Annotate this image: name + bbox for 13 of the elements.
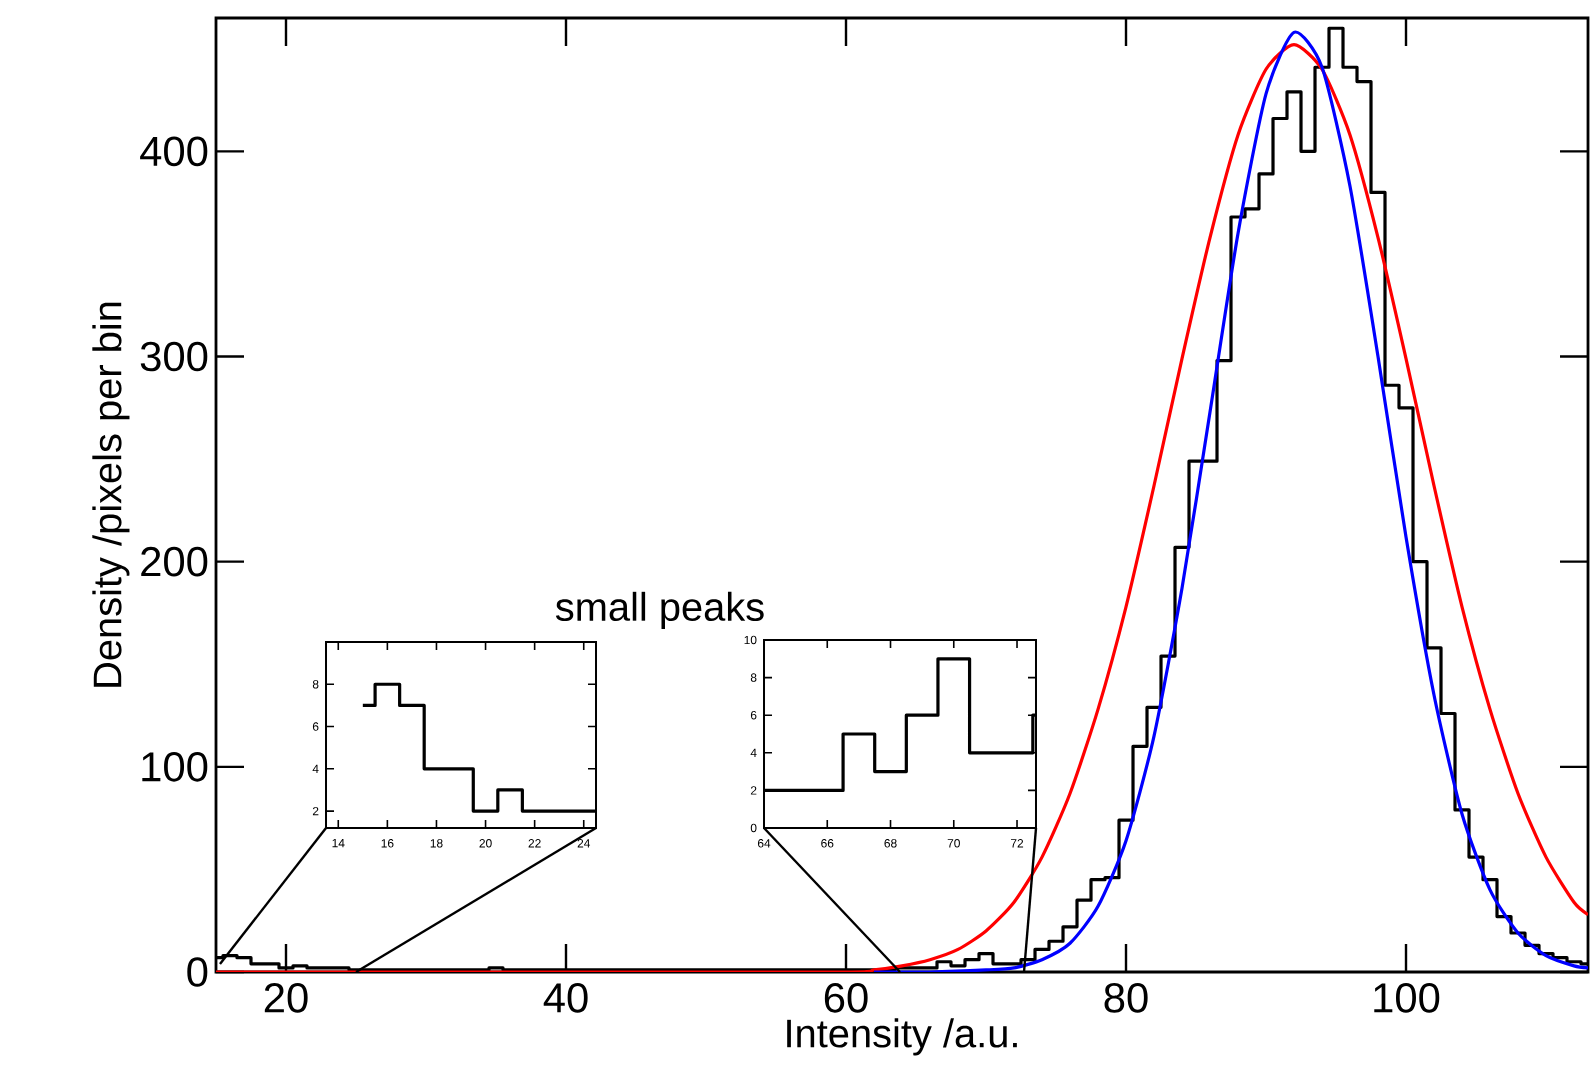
x-tick-label: 80 xyxy=(1104,983,1148,1013)
y-tick-label: 100 xyxy=(142,752,208,782)
x-tick-label: 60 xyxy=(824,983,868,1013)
y-tick-label: 0 xyxy=(187,957,208,987)
y-axis-title: Density /pixels per bin xyxy=(92,302,130,687)
y-tick-label: 300 xyxy=(140,341,208,372)
x-tick-label: 100 xyxy=(1374,983,1440,1013)
x-tick-label: 40 xyxy=(543,983,588,1013)
x-axis-title: Intensity /a.u. xyxy=(787,1018,1017,1056)
x-tick-label: 20 xyxy=(264,983,308,1013)
y-tick-label: 400 xyxy=(140,136,208,167)
annotation: small peaks xyxy=(555,591,764,629)
y-tick-label: 200 xyxy=(141,546,208,577)
